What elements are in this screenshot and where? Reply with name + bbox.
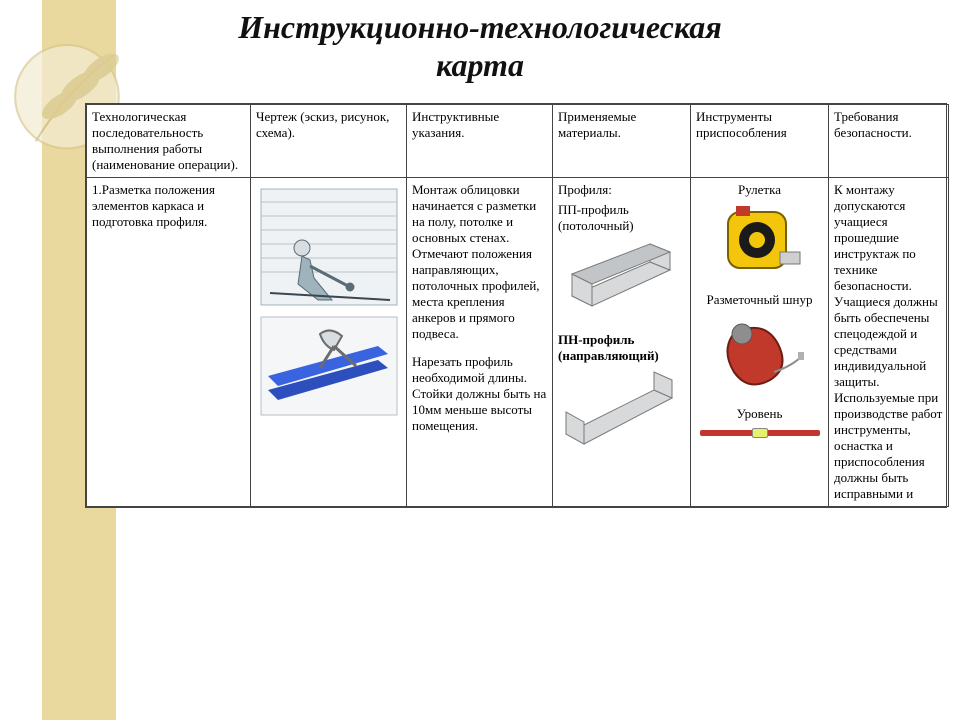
tape-measure-icon	[714, 202, 806, 288]
instruction-paragraph-2: Нарезать профиль необходимой длины. Стой…	[412, 354, 547, 434]
spirit-level-icon	[700, 426, 820, 440]
cell-sketches	[251, 178, 407, 507]
tool-1-label: Рулетка	[696, 182, 823, 198]
cell-operation: 1.Разметка положения элементов каркаса и…	[87, 178, 251, 507]
chalk-line-icon	[712, 312, 808, 402]
instruction-paragraph-1: Монтаж облицовки начинается с разметки н…	[412, 182, 547, 342]
title-line-2: карта	[436, 47, 524, 83]
tool-2-label: Разметочный шнур	[696, 292, 823, 308]
col-safety: Требования безопасности.	[829, 105, 949, 178]
cell-safety: К монтажу допускаются учащиеся прошедшие…	[829, 178, 949, 507]
col-sketch: Чертеж (эскиз, рисунок, схема).	[251, 105, 407, 178]
worker-marking-brick-wall-sketch	[260, 188, 398, 306]
title-line-1: Инструкционно-технологическая	[238, 9, 721, 45]
col-tools: Инструменты приспособления	[691, 105, 829, 178]
col-materials: Применяемые материалы.	[553, 105, 691, 178]
col-instruction: Инструктивные указания.	[407, 105, 553, 178]
material-1-label: ПП-профиль (потолочный)	[558, 202, 685, 234]
instruction-table: Технологическая последовательность выпол…	[85, 103, 947, 508]
cutting-metal-profile-sketch	[260, 316, 398, 416]
materials-heading: Профиля:	[558, 182, 685, 198]
table-row: 1.Разметка положения элементов каркаса и…	[87, 178, 949, 507]
pp-profile-icon	[558, 238, 685, 320]
page-title: Инструкционно-технологическая карта	[0, 8, 960, 84]
table-header-row: Технологическая последовательность выпол…	[87, 105, 949, 178]
material-2-label: ПН-профиль (направляющий)	[558, 332, 685, 364]
pn-profile-icon	[558, 368, 685, 452]
cell-instructions: Монтаж облицовки начинается с разметки н…	[407, 178, 553, 507]
tool-3-label: Уровень	[696, 406, 823, 422]
col-operation: Технологическая последовательность выпол…	[87, 105, 251, 178]
cell-materials: Профиля: ПП-профиль (потолочный)	[553, 178, 691, 507]
cell-tools: Рулетка Разметочный шнур	[691, 178, 829, 507]
